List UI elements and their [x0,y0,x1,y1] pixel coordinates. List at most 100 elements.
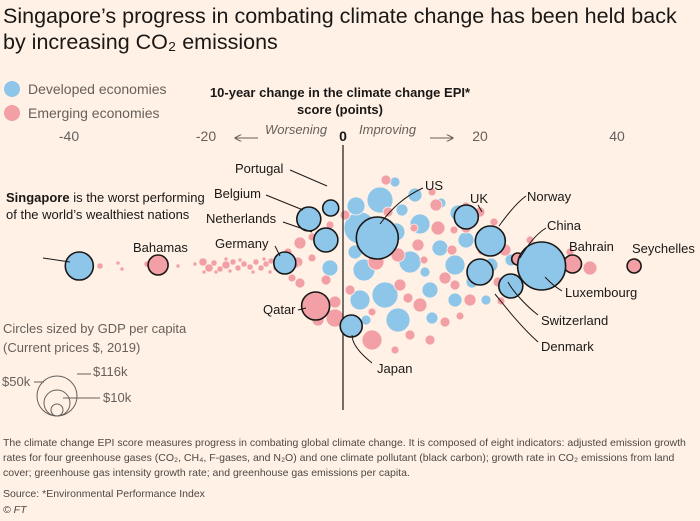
leader-line [297,307,307,311]
label-switzerland: Switzerland [541,313,609,328]
emerging-bubble [393,278,407,292]
emerging-bubble [438,271,452,285]
developed-bubble [366,186,394,214]
label-norway: Norway [527,189,572,204]
page-title: Singapore’s progress in combating climat… [3,4,677,54]
emerging-bubble [439,316,451,328]
leader-line [274,245,281,257]
size-key-label-10k: $10k [103,390,132,405]
developed-bubble [389,176,401,188]
highlight-norway [474,225,507,257]
developed-bubble [371,281,399,309]
emerging-bubble [424,334,436,346]
developed-bubble [431,239,449,257]
emerging-bubble [246,263,254,271]
annotation-bold: Singapore [6,190,70,205]
annotation-text: is the worst performing of the world’s w… [6,190,205,222]
emerging-bubble [449,225,459,235]
leader-line [282,221,313,233]
developed-bubble [395,203,409,217]
label-netherlands: Netherlands [206,211,277,226]
developed-bubble [480,294,492,306]
x-tick-label: -40 [58,128,80,144]
highlight-netherlands [313,227,339,253]
label-us: US [425,178,444,193]
chart-title: 10-year change in the climate change EPI… [209,85,471,117]
leader-line [351,334,373,364]
emerging-bubble [430,220,446,236]
emerging-bubble [213,269,219,275]
label-uk: UK [470,191,489,206]
leader-line [507,281,539,316]
leader-line [519,227,547,259]
emerging-bubble [210,259,218,267]
developed-bubble [425,311,439,325]
emerging-bubble [204,263,214,273]
emerging-bubble [427,187,437,197]
emerging-bubble [409,223,419,233]
developed-bubble [419,266,431,278]
legend-item-emerging: Emerging economies [4,101,167,125]
legend-label-developed: Developed economies [28,81,167,97]
emerging-bubble [404,329,416,341]
emerging-bubble [429,198,443,212]
developed-bubble [457,231,475,249]
x-tick-label: -20 [195,128,217,144]
emerging-bubble [361,329,383,351]
emerging-bubble [449,279,461,291]
emerging-bubble [115,260,121,266]
label-bahamas: Bahamas [133,240,188,255]
size-key-circle-10k [50,403,64,417]
emerging-bubble [221,260,231,270]
leader-line [265,194,304,211]
highlight-belgium [295,206,322,232]
size-key-circle-50k [43,389,71,417]
emerging-bubble [198,257,208,267]
size-key-title: Circles sized by GDP per capita (Current… [3,321,187,355]
highlight-singapore [64,251,95,281]
emerging-bubble [328,295,342,309]
highlight-us [355,216,400,260]
developed-bubble [349,289,371,311]
leader-line [379,187,424,225]
legend-item-developed: Developed economies [4,77,167,101]
developed-bubble [346,196,366,216]
size-key-label-50k: $50k [2,374,31,389]
highlight-bahamas [147,254,169,276]
label-denmark: Denmark [541,339,594,354]
emerging-bubble [320,274,332,286]
developed-bubble [321,259,339,277]
source-note: Source: *Environmental Performance Index [3,488,205,500]
leader-line [498,195,527,227]
emerging-bubble [446,244,458,256]
emerging-bubble [455,311,465,321]
worsening-label: Worsening [265,122,328,137]
x-tick-label: 20 [472,128,488,144]
highlight-qatar [300,291,331,321]
emerging-bubble [252,258,260,266]
label-japan: Japan [377,361,413,376]
legend-swatch-emerging [4,105,20,121]
emerging-bubble [344,284,356,296]
emerging-bubble [96,262,104,270]
label-luxembourg: Luxembourg [565,285,638,300]
label-belgium: Belgium [214,186,261,201]
emerging-bubble [489,217,499,227]
x-tick-label: 0 [339,128,347,144]
emerging-bubble [293,236,307,250]
improving-label: Improving [359,122,417,137]
developed-bubble [444,254,466,276]
highlight-germany [272,251,297,275]
emerging-bubble [412,297,428,313]
emerging-bubble [250,269,256,275]
emerging-bubble [390,345,400,355]
highlight-japan [339,314,364,338]
highlight-luxembourg [516,241,567,291]
emerging-bubble [307,253,317,263]
emerging-bubble [463,293,477,307]
methodology-note: The climate change EPI score measures pr… [3,437,686,479]
emerging-bubble [234,264,242,272]
emerging-bubble [582,260,598,276]
leader-line [477,204,483,213]
